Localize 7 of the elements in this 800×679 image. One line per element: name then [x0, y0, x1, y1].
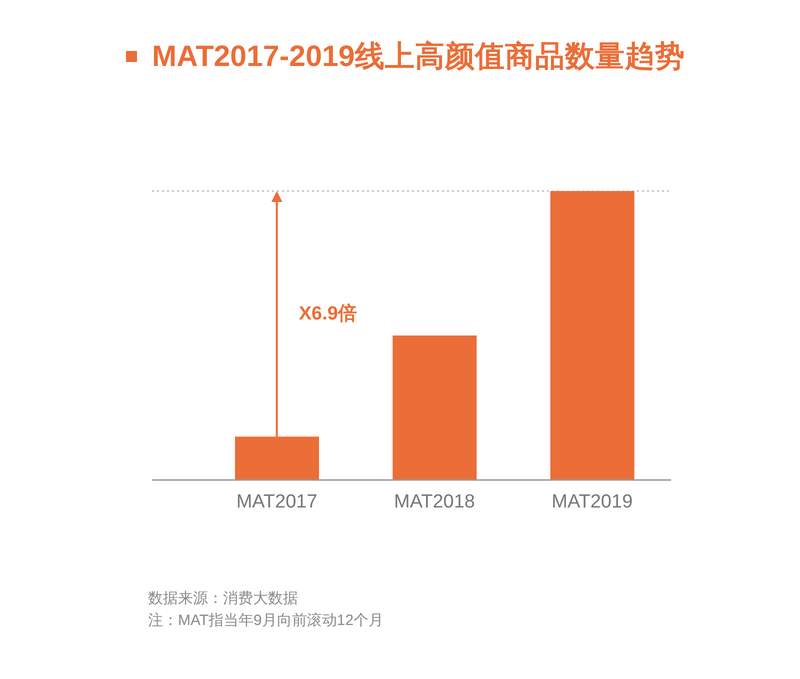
chart-title: MAT2017-2019线上高颜值商品数量趋势 [152, 40, 685, 74]
x-tick-label: MAT2019 [552, 491, 633, 512]
annotation: X6.9倍 [298, 302, 357, 324]
x-tick-label: MAT2018 [394, 491, 475, 512]
source-note: 数据来源：消费大数据 [148, 590, 298, 608]
x-tick-label: MAT2017 [236, 491, 318, 512]
text: 注：MAT指当年9月向前滚动12个月 [148, 612, 384, 630]
